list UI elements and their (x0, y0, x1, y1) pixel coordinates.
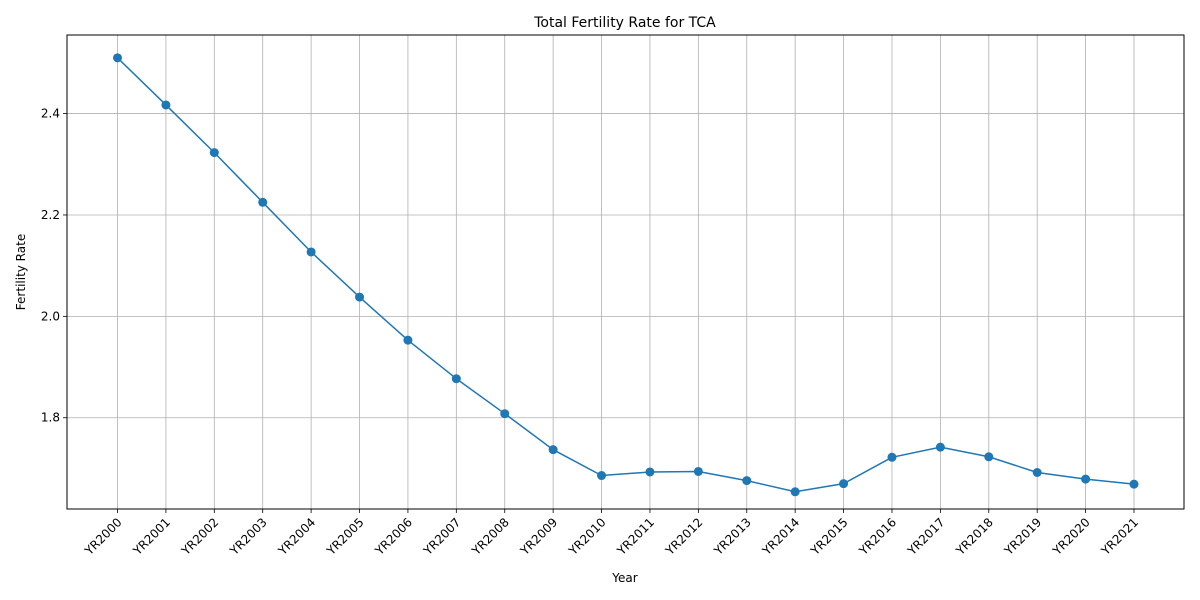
y-tick-label: 1.8 (41, 411, 60, 425)
y-tick-label: 2.0 (41, 309, 60, 323)
data-point (1129, 479, 1139, 489)
plot-frame (66, 34, 1185, 510)
y-axis-label: Fertility Rate (14, 234, 28, 310)
data-point (935, 442, 945, 452)
data-point (403, 335, 413, 345)
data-point (548, 445, 558, 455)
data-point (597, 471, 607, 481)
y-axis: 1.8 2.0 2.2 2.4 (41, 107, 67, 425)
grid (67, 35, 1184, 509)
data-point (839, 479, 849, 489)
y-tick-label: 2.4 (41, 107, 60, 121)
chart-title: Total Fertility Rate for TCA (533, 15, 716, 31)
data-point (355, 292, 365, 302)
data-point (693, 466, 703, 476)
series-layer (113, 53, 1139, 497)
data-point (451, 374, 461, 384)
data-point (161, 100, 171, 110)
x-axis-label: Year (611, 571, 637, 585)
data-point (645, 467, 655, 477)
data-point (113, 53, 122, 63)
data-point (306, 247, 316, 257)
data-point (1032, 467, 1042, 477)
data-point (258, 197, 268, 207)
data-point (1081, 474, 1091, 484)
data-point (209, 148, 219, 158)
data-point (742, 476, 752, 486)
data-point (984, 452, 994, 462)
series-line (116, 57, 1135, 493)
data-point (500, 409, 510, 419)
data-point (790, 487, 800, 497)
y-tick-label: 2.2 (41, 208, 60, 222)
data-point (887, 452, 897, 462)
